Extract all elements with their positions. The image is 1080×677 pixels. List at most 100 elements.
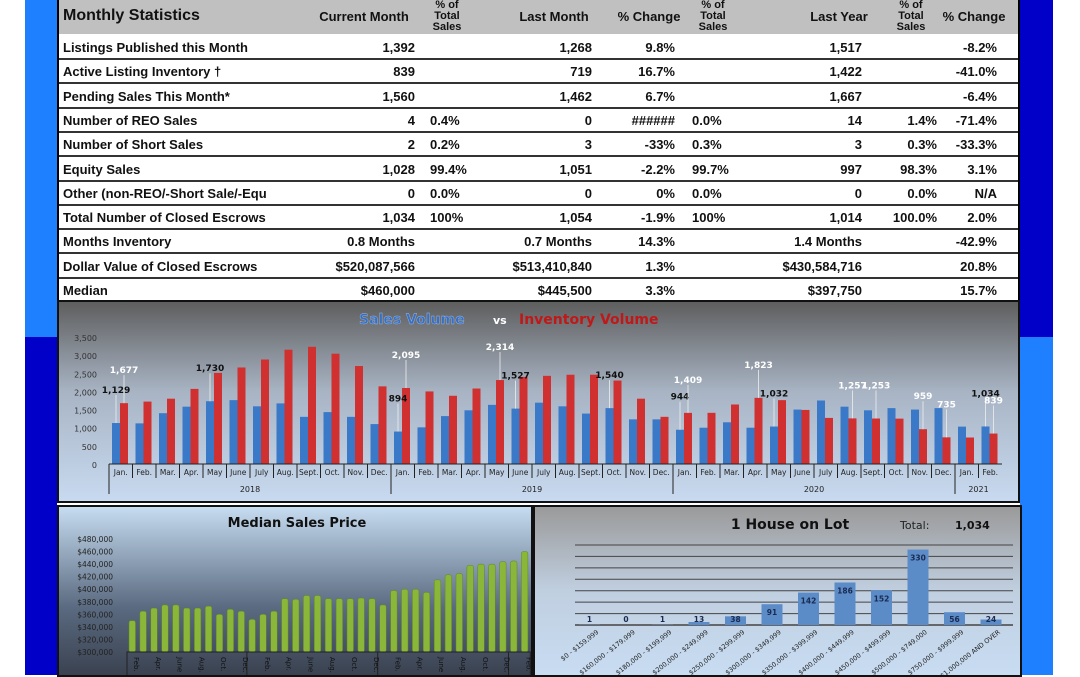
sales-bar [230, 400, 238, 464]
cell-last-month: 0 [585, 186, 592, 201]
cell-pct-year: 1.4% [907, 113, 937, 128]
cell-last-year: $430,584,716 [782, 259, 862, 274]
inventory-bar [590, 375, 598, 464]
data-label: 1,677 [110, 366, 138, 376]
cell-label: Pending Sales This Month* [63, 89, 230, 104]
cell-last-month: 0.7 Months [524, 234, 592, 249]
median-bar [325, 599, 332, 652]
median-bar [173, 605, 180, 652]
sales-bar [841, 407, 849, 464]
x-tick-label: Sept. [299, 468, 318, 477]
median-bar [162, 605, 169, 652]
median-bar [260, 614, 267, 652]
cell-change-month: 14.3% [638, 234, 675, 249]
sales-bar [559, 406, 567, 464]
table-row: Dollar Value of Closed Escrows $520,087,5… [59, 255, 1018, 279]
cell-change-year: -42.9% [956, 234, 997, 249]
data-label: 2,095 [392, 351, 420, 361]
total-label: Total: [899, 519, 929, 532]
sales-bar [629, 419, 637, 464]
sales-bar [747, 428, 755, 464]
median-bar [194, 608, 201, 652]
sales-bar [512, 409, 520, 464]
median-bar [391, 590, 398, 652]
sales-bar [676, 430, 684, 464]
median-bar [500, 562, 507, 652]
cell-change-year: 15.7% [960, 283, 997, 298]
data-label: 1,253 [862, 382, 890, 392]
median-bar [423, 592, 430, 652]
x-tick-label: June [229, 468, 247, 477]
sales-bar [183, 407, 191, 464]
median-bar [336, 599, 343, 652]
x-tick-label: Feb. [132, 657, 140, 672]
cell-change-month: 1.3% [645, 259, 675, 274]
cell-last-year: 3 [855, 137, 862, 152]
median-bar [347, 599, 354, 652]
sales-bar [488, 405, 496, 464]
inventory-bar [637, 399, 645, 464]
header-last-month: Last Month [499, 9, 609, 24]
inventory-bar [966, 438, 974, 464]
cell-label: Dollar Value of Closed Escrows [63, 259, 257, 274]
x-tick-label: June [511, 468, 529, 477]
x-tick-label: Mar. [442, 468, 458, 477]
x-tick-label: May [207, 468, 223, 477]
cell-current: 2 [408, 137, 415, 152]
x-tick-label: Dec. [503, 657, 511, 673]
median-bar [282, 599, 289, 652]
data-label: 2,314 [486, 343, 514, 353]
cell-change-month: 16.7% [638, 64, 675, 79]
data-label: 91 [767, 608, 777, 617]
cell-pct-last: 100% [692, 210, 725, 225]
x-tick-label: Dec. [653, 468, 670, 477]
x-tick-label: May [489, 468, 505, 477]
median-bar [412, 589, 419, 652]
x-tick-label: Aug. [459, 657, 467, 673]
inventory-bar [567, 375, 575, 464]
cell-last-month: 1,054 [559, 210, 592, 225]
median-bar [402, 589, 409, 652]
x-tick-label: July [818, 468, 833, 477]
y-tick-label: $480,000 [77, 535, 113, 544]
x-tick-label: Aug. [197, 657, 205, 673]
x-tick-label: Jan. [113, 468, 128, 477]
cell-pct-current: 100% [430, 210, 463, 225]
chart-title-inventory: Inventory Volume [519, 312, 659, 328]
frame-right-top [1020, 0, 1053, 337]
cell-last-month: $513,410,840 [512, 259, 592, 274]
cell-last-year: 1,422 [829, 64, 862, 79]
x-tick-label: June [176, 656, 184, 672]
data-label: 1,540 [595, 371, 623, 381]
sales-bar [817, 401, 825, 465]
x-tick-label: June [437, 656, 445, 672]
cell-change-year: -71.4% [956, 113, 997, 128]
cell-current: 0 [408, 186, 415, 201]
median-bar [238, 611, 245, 652]
x-tick-label: July [254, 468, 269, 477]
cell-current: 1,392 [382, 40, 415, 55]
y-tick-label: 1,000 [74, 425, 97, 434]
cell-label: Active Listing Inventory † [63, 64, 221, 79]
inventory-bar [308, 347, 316, 464]
sales-bar [700, 428, 708, 464]
cell-pct-last: 0.0% [692, 186, 722, 201]
sales-bar [418, 427, 426, 464]
x-tick-label: Jan. [677, 468, 692, 477]
cell-change-year: -6.4% [963, 89, 997, 104]
x-tick-label: Sept. [863, 468, 882, 477]
cell-current: $520,087,566 [335, 259, 415, 274]
x-tick-label: Feb. [524, 657, 532, 672]
data-label: 1,730 [196, 364, 224, 374]
median-bar [129, 621, 136, 652]
monthly-statistics-table: Monthly Statistics Current Month % of To… [57, 0, 1020, 300]
median-bar [293, 599, 300, 652]
x-tick-label: Jan. [959, 468, 974, 477]
cell-last-month: 1,462 [559, 89, 592, 104]
inventory-bar [872, 419, 880, 464]
sales-bar [324, 412, 332, 464]
cell-current: $460,000 [361, 283, 415, 298]
data-label: 38 [730, 615, 740, 624]
x-tick-label: Mar. [724, 468, 740, 477]
